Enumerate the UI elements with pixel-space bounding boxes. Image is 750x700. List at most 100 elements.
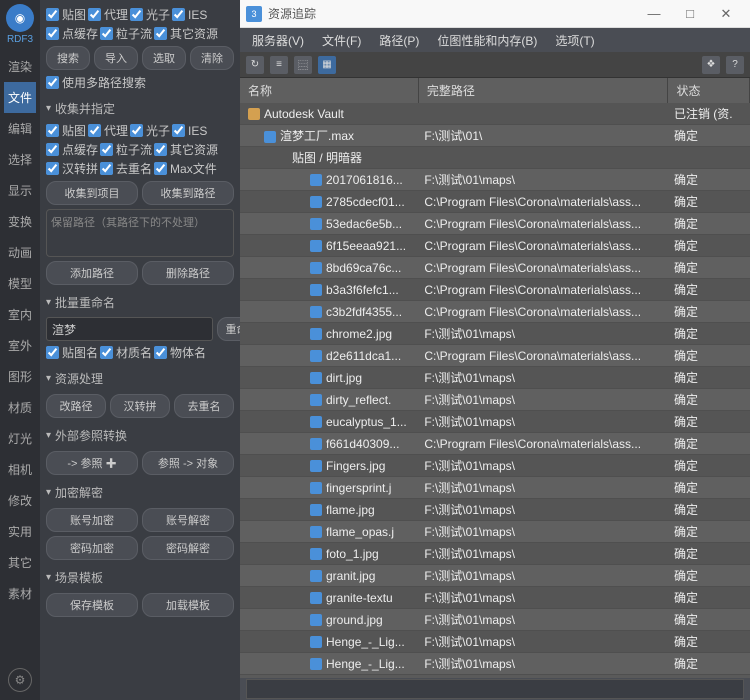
- btn-改路径[interactable]: 改路径: [46, 394, 106, 418]
- minimize-button[interactable]: —: [636, 6, 672, 21]
- tool-help-icon[interactable]: ❖: [702, 56, 720, 74]
- tab-15[interactable]: 实用: [4, 516, 36, 547]
- section-collect[interactable]: ▾收集并指定: [46, 97, 234, 120]
- check-粒子流[interactable]: 粒子流: [100, 25, 152, 42]
- tab-1[interactable]: 文件: [4, 82, 36, 113]
- tool-refresh-icon[interactable]: ↻: [246, 56, 264, 74]
- rename-input[interactable]: [46, 317, 213, 341]
- btn-收集到项目[interactable]: 收集到项目: [46, 181, 138, 205]
- btn-账号加密[interactable]: 账号加密: [46, 508, 138, 532]
- col-header[interactable]: 状态: [668, 78, 750, 103]
- tab-12[interactable]: 灯光: [4, 423, 36, 454]
- table-row[interactable]: Fingers.jpgF:\测试\01\maps\确定: [240, 455, 750, 477]
- check-物体名[interactable]: 物体名: [154, 344, 206, 361]
- btn-保存模板[interactable]: 保存模板: [46, 593, 138, 617]
- btn-选取[interactable]: 选取: [142, 46, 186, 70]
- btn-账号解密[interactable]: 账号解密: [142, 508, 234, 532]
- table-row[interactable]: dirty_reflect.F:\测试\01\maps\确定: [240, 389, 750, 411]
- check-贴图[interactable]: 贴图: [46, 122, 86, 139]
- table-row[interactable]: 6f15eeaa921...C:\Program Files\Corona\ma…: [240, 235, 750, 257]
- check-去重名[interactable]: 去重名: [100, 160, 152, 177]
- btn-汉转拼[interactable]: 汉转拼: [110, 394, 170, 418]
- section-xref[interactable]: ▾外部参照转换: [46, 424, 234, 447]
- table-row[interactable]: 2017061816...F:\测试\01\maps\确定: [240, 169, 750, 191]
- table-row[interactable]: Henge_-_Lig...F:\测试\01\maps\确定: [240, 631, 750, 653]
- settings-gear-icon[interactable]: ⚙: [8, 668, 32, 692]
- table-row[interactable]: fingersprint.jF:\测试\01\maps\确定: [240, 477, 750, 499]
- tab-0[interactable]: 渲染: [4, 51, 36, 82]
- btn-添加路径[interactable]: 添加路径: [46, 261, 138, 285]
- section-rename[interactable]: ▾批量重命名: [46, 291, 234, 314]
- tab-8[interactable]: 室内: [4, 299, 36, 330]
- btn-导入[interactable]: 导入: [94, 46, 138, 70]
- check-贴图名[interactable]: 贴图名: [46, 344, 98, 361]
- tab-3[interactable]: 选择: [4, 144, 36, 175]
- tab-17[interactable]: 素材: [4, 578, 36, 609]
- table-row[interactable]: 贴图 / 明暗器: [240, 147, 750, 169]
- maximize-button[interactable]: □: [672, 6, 708, 21]
- col-header[interactable]: 名称: [240, 78, 418, 103]
- tab-5[interactable]: 变换: [4, 206, 36, 237]
- tab-16[interactable]: 其它: [4, 547, 36, 578]
- asset-table-wrap[interactable]: 名称完整路径状态Autodesk Vault已注销 (资.渲梦工厂.maxF:\…: [240, 78, 750, 678]
- table-row[interactable]: c3b2fdf4355...C:\Program Files\Corona\ma…: [240, 301, 750, 323]
- tab-2[interactable]: 编辑: [4, 113, 36, 144]
- tab-7[interactable]: 模型: [4, 268, 36, 299]
- tab-14[interactable]: 修改: [4, 485, 36, 516]
- rename-button[interactable]: 重命名: [217, 317, 240, 341]
- tab-6[interactable]: 动画: [4, 237, 36, 268]
- table-row[interactable]: 2785cdecf01...C:\Program Files\Corona\ma…: [240, 191, 750, 213]
- tab-9[interactable]: 室外: [4, 330, 36, 361]
- tool-tree-icon[interactable]: ⿳: [294, 56, 312, 74]
- menu-item[interactable]: 服务器(V): [244, 30, 312, 51]
- menu-item[interactable]: 文件(F): [314, 30, 369, 51]
- tab-11[interactable]: 材质: [4, 392, 36, 423]
- section-encrypt[interactable]: ▾加密解密: [46, 481, 234, 504]
- btn--> 参照 ✚[interactable]: -> 参照 ✚: [46, 451, 138, 475]
- tab-10[interactable]: 图形: [4, 361, 36, 392]
- menu-item[interactable]: 位图性能和内存(B): [429, 30, 545, 51]
- table-row[interactable]: Autodesk Vault已注销 (资.: [240, 103, 750, 125]
- check-汉转拼[interactable]: 汉转拼: [46, 160, 98, 177]
- tool-info-icon[interactable]: ?: [726, 56, 744, 74]
- table-row[interactable]: 渲梦工厂.maxF:\测试\01\确定: [240, 125, 750, 147]
- tool-list-icon[interactable]: ≡: [270, 56, 288, 74]
- table-row[interactable]: dirt.jpgF:\测试\01\maps\确定: [240, 367, 750, 389]
- check-代理[interactable]: 代理: [88, 122, 128, 139]
- check-代理[interactable]: 代理: [88, 6, 128, 23]
- btn-加载模板[interactable]: 加载模板: [142, 593, 234, 617]
- check-其它资源[interactable]: 其它资源: [154, 25, 218, 42]
- table-row[interactable]: granit.jpgF:\测试\01\maps\确定: [240, 565, 750, 587]
- table-row[interactable]: Henge_-_Lig...F:\测试\01\maps\确定: [240, 653, 750, 675]
- btn-去重名[interactable]: 去重名: [174, 394, 234, 418]
- btn-参照 -> 对象[interactable]: 参照 -> 对象: [142, 451, 234, 475]
- check-光子[interactable]: 光子: [130, 6, 170, 23]
- check-贴图[interactable]: 贴图: [46, 6, 86, 23]
- check-IES[interactable]: IES: [172, 6, 207, 23]
- close-button[interactable]: ✕: [708, 6, 744, 22]
- menu-item[interactable]: 选项(T): [547, 30, 602, 51]
- status-input[interactable]: [246, 679, 744, 699]
- check-光子[interactable]: 光子: [130, 122, 170, 139]
- section-asset[interactable]: ▾资源处理: [46, 367, 234, 390]
- check-粒子流[interactable]: 粒子流: [100, 141, 152, 158]
- table-row[interactable]: 53edac6e5b...C:\Program Files\Corona\mat…: [240, 213, 750, 235]
- table-row[interactable]: flame_opas.jF:\测试\01\maps\确定: [240, 521, 750, 543]
- col-header[interactable]: 完整路径: [418, 78, 668, 103]
- table-row[interactable]: b3a3f6fefc1...C:\Program Files\Corona\ma…: [240, 279, 750, 301]
- btn-密码解密[interactable]: 密码解密: [142, 536, 234, 560]
- table-row[interactable]: chrome2.jpgF:\测试\01\maps\确定: [240, 323, 750, 345]
- table-row[interactable]: d2e611dca1...C:\Program Files\Corona\mat…: [240, 345, 750, 367]
- check-Max文件[interactable]: Max文件: [154, 160, 217, 177]
- check-IES[interactable]: IES: [172, 122, 207, 139]
- btn-清除[interactable]: 清除: [190, 46, 234, 70]
- menu-item[interactable]: 路径(P): [371, 30, 427, 51]
- check-点缓存[interactable]: 点缓存: [46, 141, 98, 158]
- btn-删除路径[interactable]: 删除路径: [142, 261, 234, 285]
- table-row[interactable]: 8bd69ca76c...C:\Program Files\Corona\mat…: [240, 257, 750, 279]
- btn-密码加密[interactable]: 密码加密: [46, 536, 138, 560]
- table-row[interactable]: eucalyptus_1...F:\测试\01\maps\确定: [240, 411, 750, 433]
- btn-收集到路径[interactable]: 收集到路径: [142, 181, 234, 205]
- table-row[interactable]: granite-textuF:\测试\01\maps\确定: [240, 587, 750, 609]
- check-材质名[interactable]: 材质名: [100, 344, 152, 361]
